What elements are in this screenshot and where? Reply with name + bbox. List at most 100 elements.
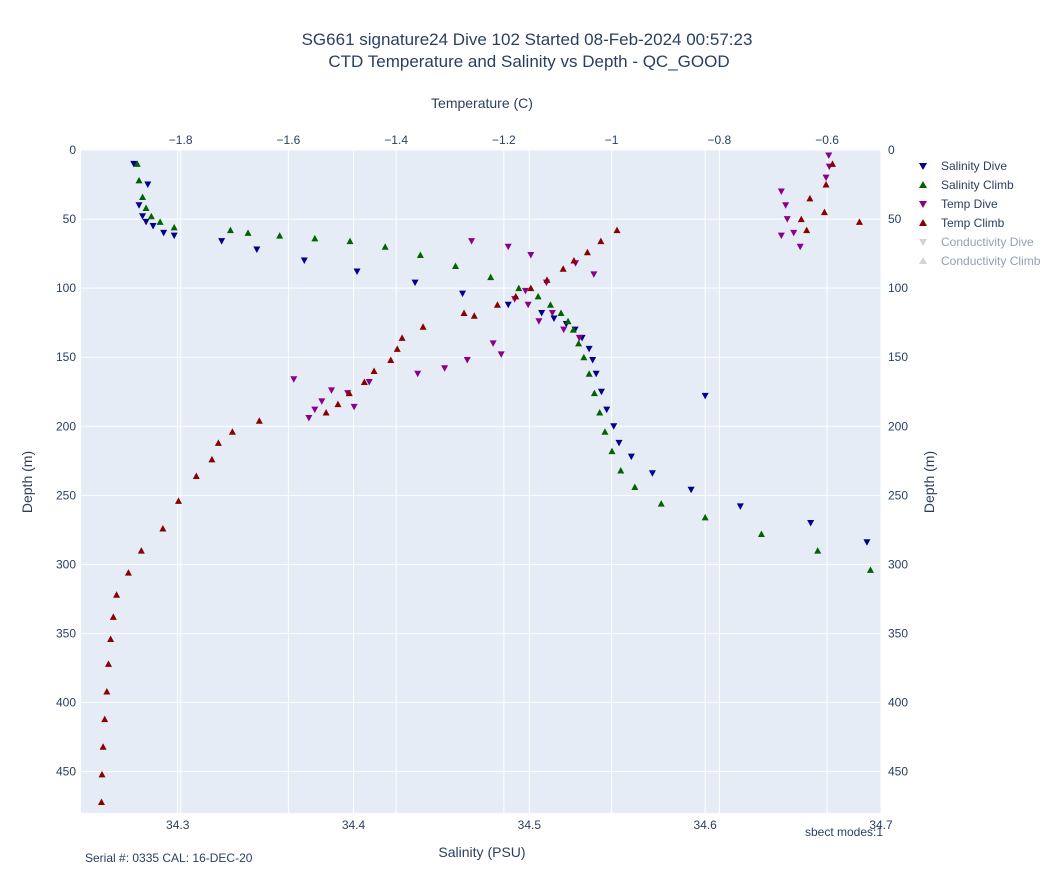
salinity-dive-point <box>701 392 709 400</box>
salinity-climb-point <box>866 566 874 573</box>
temp-dive-point <box>777 232 785 240</box>
temp-climb-point <box>829 160 837 167</box>
salinity-climb-point <box>139 193 147 200</box>
salinity-dive-point <box>589 356 597 364</box>
depth-tick-label-left: 200 <box>56 419 76 433</box>
temp-climb-point <box>214 439 222 446</box>
salinity-tick-label: 34.3 <box>166 818 190 832</box>
temp-climb-point <box>124 569 132 576</box>
salinity-dive-point <box>218 238 226 245</box>
legend-item-temp-dive[interactable]: Temp Dive <box>913 194 1053 213</box>
temp-climb-point <box>806 194 814 202</box>
salinity-dive-point <box>627 453 635 461</box>
temp-climb-point <box>797 215 805 223</box>
temp-climb-point <box>820 208 828 216</box>
temp-dive-point <box>468 238 476 245</box>
salinity-dive-point <box>144 181 152 189</box>
temp-climb-point <box>360 378 368 386</box>
salinity-climb-point <box>631 483 639 491</box>
temp-climb-point <box>103 687 111 695</box>
salinity-climb-point <box>569 326 577 333</box>
depth-tick-label-left: 50 <box>63 212 77 226</box>
temp-climb-point <box>543 276 551 283</box>
legend-item-salinity-climb[interactable]: Salinity Climb <box>913 175 1053 194</box>
temp-dive-point <box>524 301 532 309</box>
legend-item-conductivity-climb[interactable]: Conductivity Climb <box>913 251 1053 270</box>
salinity-dive-point <box>504 301 512 309</box>
salinity-dive-point <box>687 486 695 494</box>
salinity-climb-point <box>608 447 616 455</box>
temp-climb-point <box>97 798 105 805</box>
temp-climb-point <box>98 770 106 778</box>
salinity-dive-point <box>550 315 558 323</box>
salinity-dive-point <box>135 202 143 209</box>
temp-climb-point <box>137 547 145 554</box>
temp-climb-point <box>570 257 578 264</box>
depth-tick-label-left: 400 <box>56 696 76 710</box>
triangle-up-icon <box>913 218 933 228</box>
temperature-tick-label: −1.6 <box>277 133 301 147</box>
salinity-dive-point <box>253 246 261 253</box>
temp-dive-point <box>527 251 535 259</box>
salinity-dive-point <box>736 503 744 510</box>
temp-climb-point <box>419 323 427 330</box>
salinity-climb-point <box>601 428 609 435</box>
salinity-dive-point <box>592 370 600 378</box>
temp-climb-point <box>855 218 863 225</box>
temp-dive-point <box>560 326 568 334</box>
salinity-climb-point <box>564 317 572 325</box>
salinity-climb-point <box>381 243 389 250</box>
salinity-climb-point <box>487 273 495 281</box>
temp-dive-point <box>441 365 449 372</box>
temp-dive-point <box>822 174 830 182</box>
legend-item-temp-climb[interactable]: Temp Climb <box>913 213 1053 232</box>
temp-dive-point <box>521 287 529 295</box>
temp-climb-point <box>159 524 167 532</box>
temp-dive-point <box>318 398 326 405</box>
depth-tick-label-left: 100 <box>56 281 76 295</box>
temp-climb-point <box>470 312 478 319</box>
legend-item-salinity-dive[interactable]: Salinity Dive <box>913 156 1053 175</box>
salinity-dive-point <box>585 345 593 353</box>
salinity-climb-point <box>757 530 765 537</box>
chart-title: SG661 signature24 Dive 102 Started 08-Fe… <box>302 30 753 49</box>
salinity-climb-point <box>156 218 164 225</box>
temp-climb-point <box>398 334 406 341</box>
salinity-climb-point <box>452 262 460 270</box>
salinity-climb-point <box>311 234 319 242</box>
chart-subtitle: CTD Temperature and Salinity vs Depth - … <box>328 52 729 71</box>
temp-climb-point <box>527 284 535 292</box>
temp-dive-point <box>796 243 804 251</box>
temp-climb-point <box>113 591 121 598</box>
temperature-tick-label: −1.8 <box>169 133 193 147</box>
salinity-dive-point <box>538 309 546 317</box>
triangle-up-icon <box>913 256 933 266</box>
tick-layer: 0 0 50 50 100 100 150 150 200 200 250 250 300 300 350 3… <box>56 133 908 832</box>
temp-dive-point <box>290 376 298 383</box>
salinity-dive-point <box>610 423 618 430</box>
salinity-climb-point <box>585 370 593 377</box>
temp-climb-point <box>583 248 591 256</box>
salinity-climb-point <box>226 226 234 234</box>
salinity-climb-point <box>276 232 284 239</box>
salinity-climb-point <box>701 513 709 521</box>
depth-tick-label-right: 150 <box>888 350 908 364</box>
salinity-climb-point <box>346 237 354 245</box>
salinity-tick-label: 34.7 <box>869 818 893 832</box>
depth-tick-label-left: 0 <box>69 143 76 157</box>
temp-dive-point <box>414 370 422 378</box>
triangle-up-icon <box>913 180 933 190</box>
temp-dive-point <box>590 271 598 278</box>
depth-tick-label-left: 250 <box>56 488 76 502</box>
salinity-climb-point <box>244 229 252 236</box>
salinity-dive-point <box>142 218 150 226</box>
temp-climb-point <box>107 635 115 642</box>
temperature-tick-label: −0.8 <box>708 133 732 147</box>
depth-axis-title-right: Depth (m) <box>921 451 937 513</box>
temp-climb-point <box>613 226 621 234</box>
legend-item-conductivity-dive[interactable]: Conductivity Dive <box>913 232 1053 251</box>
salinity-climb-point <box>657 500 665 507</box>
salinity-dive-point <box>411 279 419 287</box>
temp-climb-point <box>597 237 605 245</box>
salinity-climb-point <box>617 466 625 474</box>
